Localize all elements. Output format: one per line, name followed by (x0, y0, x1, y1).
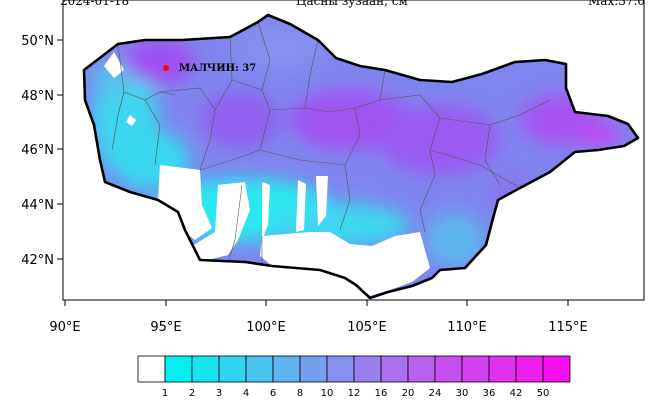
lat-tick-label: 42°N (21, 253, 54, 268)
colorbar-swatch (245, 355, 274, 383)
colorbar-label: 50 (537, 388, 550, 399)
colorbar-label: 4 (243, 388, 249, 399)
colorbar-swatch (407, 355, 436, 383)
colorbar-label: 6 (270, 388, 276, 399)
lon-tick-label: 105°E (347, 320, 387, 335)
colorbar-label: 36 (483, 388, 496, 399)
colorbar: 1 2 3 4 6 8 10 12 16 20 24 30 36 42 50 (137, 355, 571, 399)
no-snow-area (158, 165, 212, 240)
max-label: Max:37.0 (588, 0, 645, 8)
colorbar-swatch (515, 355, 544, 383)
colorbar-label: 1 (162, 388, 168, 399)
colorbar-label: 8 (297, 388, 303, 399)
lat-tick-label: 44°N (21, 198, 54, 213)
colorbar-swatch (137, 355, 166, 383)
no-snow-area (296, 180, 306, 232)
province-borders (111, 21, 551, 266)
colorbar-swatch (461, 355, 490, 383)
colorbar-swatch (488, 355, 517, 383)
lon-tick-label: 115°E (548, 320, 588, 335)
plot-frame (62, 0, 645, 301)
latitude-axis: 50°N 48°N 46°N 44°N 42°N (21, 34, 63, 268)
colorbar-label: 16 (375, 388, 388, 399)
snow-depth-field (84, 15, 638, 298)
lon-tick-label: 95°E (150, 320, 181, 335)
colorbar-swatch (434, 355, 463, 383)
longitude-axis: 90°E 95°E 100°E 105°E 110°E 115°E (49, 300, 588, 335)
station-marker (163, 65, 169, 71)
colorbar-swatch (272, 355, 301, 383)
lon-tick-label: 100°E (246, 320, 286, 335)
station-label: МАЛЧИН: 37 (179, 63, 256, 74)
colorbar-label: 2 (189, 388, 195, 399)
colorbar-swatch (353, 355, 382, 383)
colorbar-label: 30 (456, 388, 469, 399)
no-snow-area (316, 176, 328, 226)
no-snow-area (262, 182, 270, 240)
colorbar-swatch (164, 355, 193, 383)
colorbar-swatch (218, 355, 247, 383)
colorbar-swatch (380, 355, 409, 383)
colorbar-swatch (299, 355, 328, 383)
colorbar-label: 20 (402, 388, 415, 399)
country-border (82, 13, 640, 300)
colorbar-swatch (542, 355, 571, 383)
colorbar-label: 42 (510, 388, 523, 399)
colorbar-swatch (326, 355, 355, 383)
colorbar-swatch (191, 355, 220, 383)
date-label: 2024-01-18 (60, 0, 130, 8)
colorbar-label: 12 (348, 388, 361, 399)
no-snow-area (104, 52, 124, 78)
no-snow-area (126, 115, 136, 126)
no-snow-area (260, 232, 430, 296)
colorbar-label: 10 (321, 388, 334, 399)
no-snow-area (192, 182, 250, 262)
lat-tick-label: 50°N (21, 34, 54, 49)
colorbar-label: 3 (216, 388, 222, 399)
map-title: Цасны зузаан, см (296, 0, 408, 8)
lat-tick-label: 48°N (21, 89, 54, 104)
lon-tick-label: 110°E (447, 320, 487, 335)
lon-tick-label: 90°E (49, 320, 80, 335)
lat-tick-label: 46°N (21, 143, 54, 158)
colorbar-label: 24 (429, 388, 442, 399)
